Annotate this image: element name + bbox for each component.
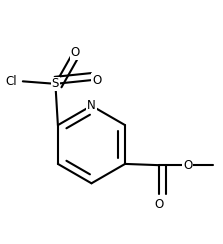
Text: O: O — [92, 74, 101, 87]
Text: S: S — [52, 77, 59, 90]
Text: Cl: Cl — [6, 75, 17, 88]
Text: O: O — [183, 159, 192, 172]
Text: O: O — [70, 46, 80, 59]
Text: N: N — [87, 99, 96, 112]
Text: O: O — [154, 198, 163, 212]
